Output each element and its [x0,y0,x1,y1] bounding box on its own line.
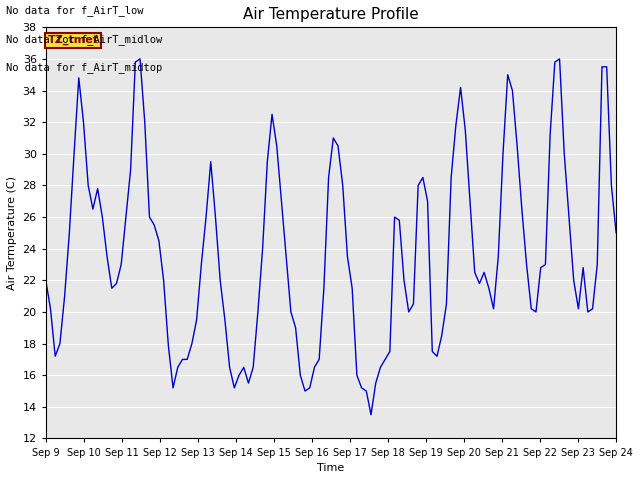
Text: TZ_tmet: TZ_tmet [47,35,99,45]
Text: No data for f_AirT_low: No data for f_AirT_low [6,5,144,16]
X-axis label: Time: Time [317,463,344,473]
Y-axis label: Air Termperature (C): Air Termperature (C) [7,176,17,290]
Title: Air Temperature Profile: Air Temperature Profile [243,7,419,22]
Text: No data for f_AirT_midlow: No data for f_AirT_midlow [6,34,163,45]
Text: No data for f_AirT_midtop: No data for f_AirT_midtop [6,62,163,73]
